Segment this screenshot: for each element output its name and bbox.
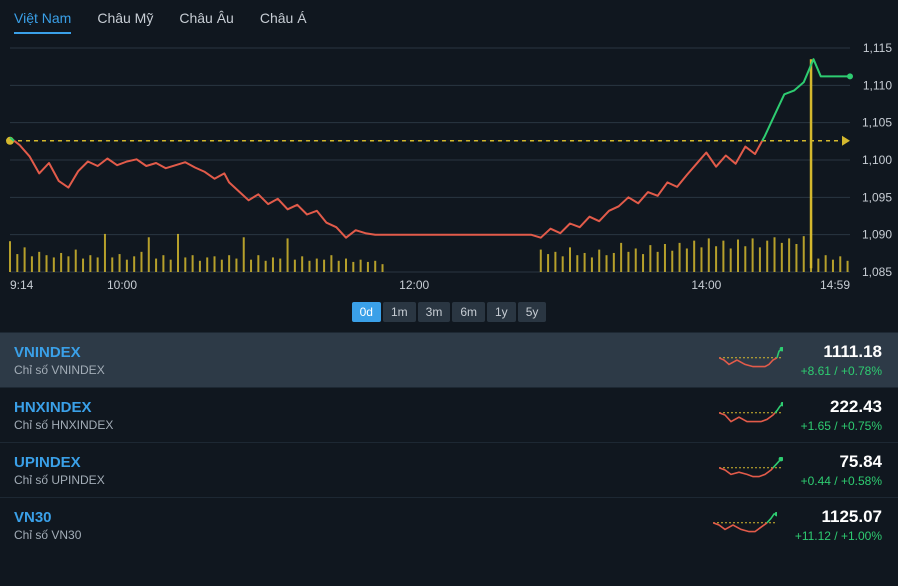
xtick: 14:59 <box>820 278 850 292</box>
svg-text:1,090: 1,090 <box>862 228 892 242</box>
index-change: +8.61 / +0.78% <box>801 364 882 378</box>
sparkline-icon <box>719 347 783 373</box>
index-desc: Chỉ số VN30 <box>14 528 707 542</box>
timeframe-button-1m[interactable]: 1m <box>383 302 416 322</box>
timeframe-button-3m[interactable]: 3m <box>418 302 451 322</box>
index-symbol: HNXINDEX <box>14 399 713 416</box>
index-desc: Chỉ số VNINDEX <box>14 363 713 377</box>
timeframe-button-1y[interactable]: 1y <box>487 302 516 322</box>
sparkline-icon <box>719 402 783 428</box>
xtick: 10:00 <box>107 278 137 292</box>
index-symbol: VN30 <box>14 509 707 526</box>
index-price: 1111.18 <box>801 342 882 362</box>
xtick: 9:14 <box>10 278 33 292</box>
index-list: VNINDEX Chỉ số VNINDEX 1111.18 +8.61 / +0.7… <box>0 332 898 552</box>
sparkline-icon <box>713 512 777 538</box>
index-row-hnxindex[interactable]: HNXINDEX Chỉ số HNXINDEX 222.43 +1.65 / +0.… <box>0 387 898 442</box>
region-tab-1[interactable]: Châu Mỹ <box>97 10 153 34</box>
index-price: 75.84 <box>801 452 882 472</box>
timeframe-buttons: 0d1m3m6m1y5y <box>0 294 898 332</box>
timeframe-button-6m[interactable]: 6m <box>452 302 485 322</box>
region-tab-0[interactable]: Việt Nam <box>14 10 71 34</box>
timeframe-button-0d[interactable]: 0d <box>352 302 381 322</box>
index-price: 222.43 <box>801 397 882 417</box>
region-tabs: Việt Nam Châu Mỹ Châu Âu Châu Á <box>0 0 898 34</box>
index-row-upindex[interactable]: UPINDEX Chỉ số UPINDEX 75.84 +0.44 / +0.58% <box>0 442 898 497</box>
svg-text:1,115: 1,115 <box>863 41 892 55</box>
sparkline-icon <box>719 457 783 483</box>
index-change: +0.44 / +0.58% <box>801 474 882 488</box>
index-symbol: UPINDEX <box>14 454 713 471</box>
svg-text:1,085: 1,085 <box>862 265 892 278</box>
xtick: 14:00 <box>691 278 721 292</box>
index-row-vn30[interactable]: VN30 Chỉ số VN30 1125.07 +11.12 / +1.00% <box>0 497 898 552</box>
index-change: +11.12 / +1.00% <box>795 529 882 543</box>
svg-text:1,105: 1,105 <box>862 116 892 130</box>
timeframe-button-5y[interactable]: 5y <box>518 302 547 322</box>
index-desc: Chỉ số UPINDEX <box>14 473 713 487</box>
svg-text:1,100: 1,100 <box>862 153 892 167</box>
region-tab-2[interactable]: Châu Âu <box>179 10 233 34</box>
index-price: 1125.07 <box>795 507 882 527</box>
region-tab-3[interactable]: Châu Á <box>260 10 307 34</box>
chart-x-axis: 9:14 10:00 12:00 14:00 14:59 <box>0 278 898 294</box>
xtick: 12:00 <box>399 278 429 292</box>
index-change: +1.65 / +0.75% <box>801 419 882 433</box>
index-symbol: VNINDEX <box>14 344 713 361</box>
index-desc: Chỉ số HNXINDEX <box>14 418 713 432</box>
svg-text:1,095: 1,095 <box>862 190 892 204</box>
svg-text:1,110: 1,110 <box>863 78 892 92</box>
price-chart: 1,085 1,090 1,095 1,100 1,105 1,110 1,115 <box>0 40 898 278</box>
index-row-vnindex[interactable]: VNINDEX Chỉ số VNINDEX 1111.18 +8.61 / +0.7… <box>0 332 898 387</box>
